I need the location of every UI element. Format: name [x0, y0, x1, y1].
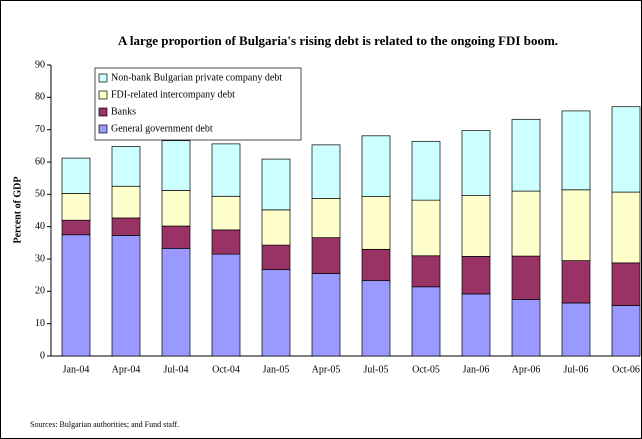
bar-segment [611, 262, 641, 306]
bar-segment [161, 140, 191, 191]
bar-segment [411, 199, 441, 257]
y-tick-label: 90 [35, 59, 45, 70]
bar-segment [161, 247, 191, 357]
bar-segment [211, 143, 241, 197]
bar-segment [561, 110, 591, 191]
bar-segment [211, 253, 241, 357]
bar-segment [111, 146, 141, 187]
bar-segment [361, 280, 391, 357]
legend-swatch [98, 90, 108, 100]
bar-segment [311, 144, 341, 199]
bar-segment [311, 198, 341, 239]
bar-segment [111, 235, 141, 357]
bar-segment [111, 185, 141, 219]
bar-segment [461, 293, 491, 357]
x-tick-label: Apr-04 [112, 364, 141, 375]
x-tick-label: Jan-04 [63, 364, 90, 375]
bar-segment [261, 269, 291, 357]
bar-segment [311, 273, 341, 357]
source-note: Sources: Bulgarian authorities; and Fund… [30, 420, 179, 429]
bar-segment [61, 157, 91, 194]
legend-label: Banks [111, 106, 136, 117]
chart-title: A large proportion of Bulgaria's rising … [118, 33, 558, 48]
legend-swatch [98, 124, 108, 134]
y-tick-label: 80 [35, 92, 45, 103]
bar-segment [511, 118, 541, 192]
legend-label: FDI-related intercompany debt [111, 89, 235, 100]
x-tick-label: Jan-06 [463, 364, 490, 375]
bar-segment [411, 255, 441, 288]
x-tick-label: Oct-06 [612, 364, 640, 375]
x-tick-label: Oct-05 [412, 364, 440, 375]
bar-segment [161, 225, 191, 249]
x-tick-label: Apr-05 [312, 364, 341, 375]
x-tick-label: Apr-06 [512, 364, 541, 375]
bar-segment [361, 196, 391, 250]
bar-segment [261, 158, 291, 211]
bar-segment [511, 255, 541, 300]
bar-segment [611, 305, 641, 357]
bar-segment [561, 302, 591, 357]
y-tick-label: 10 [35, 318, 45, 329]
bar-segment [511, 190, 541, 257]
x-tick-label: Oct-04 [212, 364, 240, 375]
bar-segment [561, 189, 591, 261]
bar-segment [61, 193, 91, 221]
y-tick-label: 30 [35, 253, 45, 264]
legend-swatch [98, 107, 108, 117]
bar-segment [461, 130, 491, 196]
bar-segment [461, 195, 491, 257]
x-tick-label: Jul-04 [164, 364, 189, 375]
legend-label: Non-bank Bulgarian private company debt [111, 72, 282, 83]
y-axis-title: Percent of GDP [12, 176, 23, 243]
bar-segment [411, 286, 441, 357]
bar-segment [361, 135, 391, 197]
bar-segment [211, 195, 241, 231]
legend-swatch [98, 73, 108, 83]
y-tick-label: 50 [35, 189, 45, 200]
bar-segment [261, 244, 291, 271]
bar-segment [611, 191, 641, 264]
bar-segment [61, 234, 91, 357]
bar-segment [611, 106, 641, 193]
legend-label: General government debt [111, 123, 213, 134]
bar-segment [111, 217, 141, 236]
bar-segment [411, 140, 441, 201]
bar-segment [261, 209, 291, 246]
bar-segment [511, 299, 541, 357]
bar-segment [161, 190, 191, 227]
bar-segment [361, 248, 391, 282]
y-tick-label: 20 [35, 286, 45, 297]
bar-segment [561, 260, 591, 304]
x-tick-label: Jan-05 [263, 364, 290, 375]
legend-box [94, 67, 302, 141]
y-tick-label: 0 [40, 350, 45, 361]
bar-segment [311, 237, 341, 274]
y-tick-label: 70 [35, 124, 45, 135]
y-tick-label: 60 [35, 156, 45, 167]
y-tick-label: 40 [35, 221, 45, 232]
bar-segment [211, 229, 241, 255]
x-tick-label: Jul-06 [564, 364, 589, 375]
bar-segment [461, 256, 491, 295]
bar-segment [61, 219, 91, 236]
x-tick-label: Jul-05 [364, 364, 389, 375]
